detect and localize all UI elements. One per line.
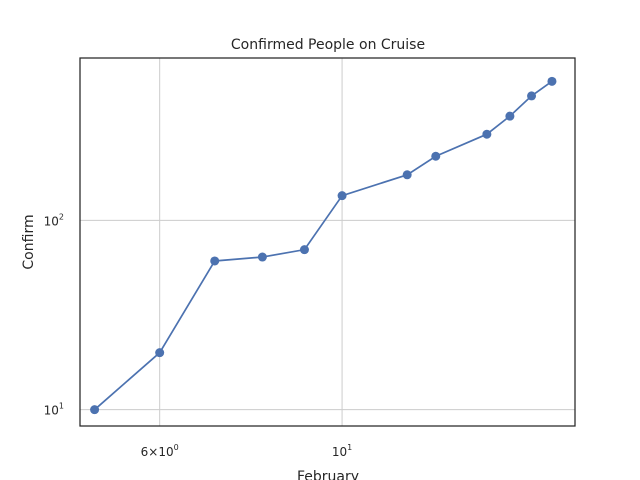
- data-point: [547, 76, 557, 86]
- y-axis-label: Confirm: [21, 214, 37, 269]
- series-layer: [90, 76, 557, 415]
- data-point: [482, 129, 492, 139]
- y-tick-base: 10: [44, 404, 59, 418]
- y-tick-exponent: 1: [59, 402, 64, 411]
- data-point: [299, 245, 309, 255]
- data-point: [90, 405, 100, 415]
- data-point: [527, 91, 537, 101]
- data-point: [431, 151, 441, 161]
- x-tick-base: 10: [332, 445, 347, 459]
- plot-frame: [79, 57, 576, 427]
- y-tick-base: 10: [44, 214, 59, 228]
- data-point: [257, 252, 267, 262]
- chart-title: Confirmed People on Cruise: [231, 37, 425, 53]
- data-point: [155, 348, 165, 358]
- grid-layer: [80, 58, 575, 426]
- y-tick-exponent: 2: [59, 212, 64, 221]
- x-tick-base: 6×10: [141, 445, 174, 459]
- x-tick-exponent: 1: [347, 443, 352, 452]
- y-tick-label: 102: [44, 212, 64, 228]
- y-tick-label: 101: [44, 402, 64, 418]
- data-point: [337, 191, 347, 201]
- x-tick-exponent: 0: [174, 443, 179, 452]
- data-point: [210, 256, 220, 266]
- x-tick-label: 101: [332, 443, 352, 459]
- x-axis-label: February: [297, 469, 359, 480]
- data-point: [505, 111, 515, 121]
- data-point: [402, 170, 412, 180]
- x-tick-label: 6×100: [141, 443, 179, 459]
- series-line: [94, 80, 553, 411]
